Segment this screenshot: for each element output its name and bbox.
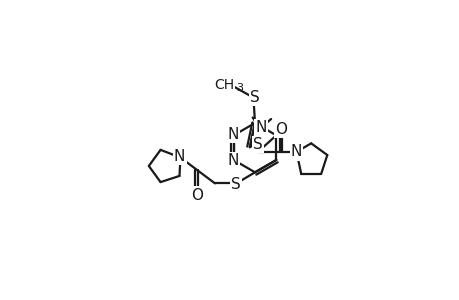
Text: N: N: [290, 144, 302, 159]
Text: N: N: [227, 127, 238, 142]
Text: O: O: [190, 188, 202, 202]
Text: 3: 3: [235, 82, 242, 93]
Text: O: O: [274, 122, 286, 137]
Text: S: S: [250, 90, 259, 105]
Text: S: S: [230, 177, 240, 192]
Text: N: N: [255, 120, 266, 135]
Text: N: N: [227, 153, 238, 168]
Text: CH: CH: [213, 78, 234, 92]
Text: S: S: [253, 137, 263, 152]
Text: N: N: [174, 149, 185, 164]
